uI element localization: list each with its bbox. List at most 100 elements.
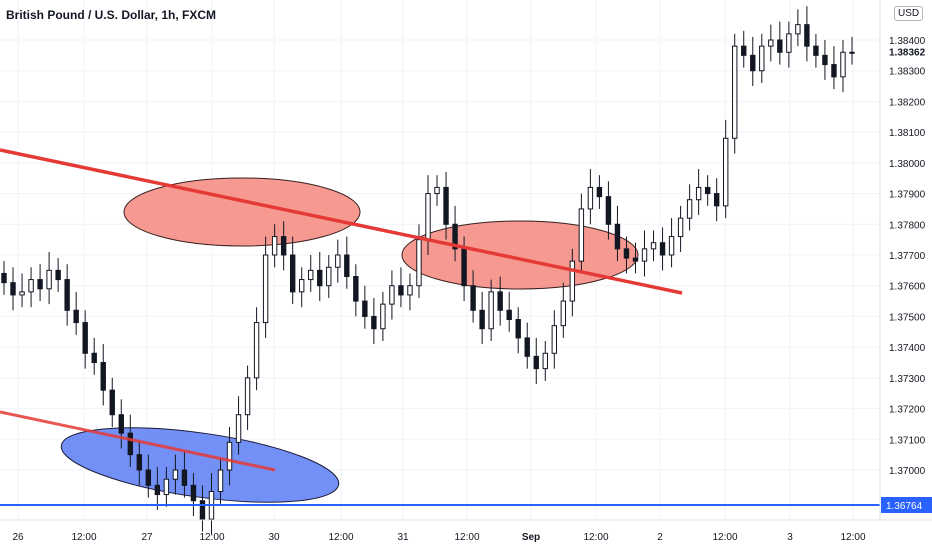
candle-body: [163, 478, 170, 496]
price-tick-label: 1.38200: [889, 97, 926, 108]
candle-body: [37, 279, 43, 290]
candle-body: [551, 325, 557, 354]
candle-body: [587, 186, 594, 210]
candle-body: [533, 355, 539, 370]
descending-trendline[interactable]: [0, 148, 683, 295]
price-axis-bg: [880, 0, 932, 550]
candle-body: [380, 303, 386, 330]
candle-body: [172, 469, 179, 480]
candle-body: [686, 199, 693, 219]
candle-body: [289, 254, 296, 293]
time-tick-label: 2: [657, 532, 663, 543]
support-trendline[interactable]: [0, 410, 276, 472]
price-tick-label: 1.38300: [889, 67, 926, 78]
price-tick-label: 1.37300: [889, 374, 926, 385]
candle-body: [118, 414, 124, 434]
trendline-layer: [0, 148, 880, 506]
time-tick-label: 31: [397, 532, 409, 543]
candle-body: [199, 500, 206, 520]
price-tick-label: 1.38100: [889, 128, 926, 139]
candle-body: [443, 186, 449, 225]
price-tick-label: 1.37700: [889, 251, 926, 262]
candle-body: [677, 217, 684, 238]
candle-body: [804, 24, 810, 47]
candle-body: [371, 315, 377, 330]
candle-body: [795, 24, 801, 35]
candle-body: [326, 266, 332, 287]
time-tick-label: 3: [787, 532, 793, 543]
price-tick-label: 1.38400: [889, 36, 926, 47]
price-tick-label: 1.38000: [889, 159, 926, 170]
candle-body: [741, 45, 747, 56]
candle-body: [1, 272, 7, 284]
candle-body: [73, 309, 79, 324]
time-tick-label: 30: [268, 532, 280, 543]
candle-body: [425, 193, 431, 241]
candle-body: [317, 269, 323, 287]
candle-body: [560, 300, 567, 327]
candle-body: [650, 242, 657, 250]
resistance-ellipse-1[interactable]: [123, 177, 361, 247]
candle-body: [46, 269, 52, 290]
price-tick-label: 1.37900: [889, 190, 926, 201]
candle-body: [91, 352, 97, 363]
candle-body: [407, 285, 413, 296]
candle-body: [82, 322, 88, 354]
candle-body: [813, 45, 819, 56]
candle-body: [136, 454, 143, 471]
time-tick-label: Sep: [522, 532, 540, 543]
candle-body: [389, 285, 395, 305]
candle-body: [614, 223, 621, 250]
candle-body: [109, 389, 115, 416]
candle-body: [849, 51, 855, 54]
chart-title: British Pound / U.S. Dollar, 1h, FXCM: [6, 8, 217, 22]
candle-body: [353, 276, 359, 302]
candle-body: [262, 254, 269, 324]
resistance-ellipse-2[interactable]: [401, 220, 639, 290]
time-tick-label: 26: [12, 532, 24, 543]
current-price-label: 1.38362: [889, 48, 926, 59]
candle-body: [10, 282, 16, 296]
candle-body: [668, 236, 675, 256]
current-price-badge: [881, 44, 932, 59]
candle-body: [623, 248, 630, 259]
candle-body: [768, 39, 774, 47]
candle-body: [434, 186, 440, 195]
candle-body: [659, 242, 666, 256]
currency-badge[interactable]: USD: [894, 6, 924, 21]
candle-body: [271, 236, 278, 256]
candle-body: [470, 285, 476, 311]
candle-body: [695, 186, 702, 201]
candle-body: [641, 248, 648, 262]
candle-body: [605, 196, 612, 225]
candle-body: [515, 319, 521, 339]
candle-body: [750, 54, 756, 72]
time-tick-label: 12:00: [199, 532, 224, 543]
candle-body: [55, 269, 61, 281]
time-tick-label: 12:00: [328, 532, 353, 543]
candle-body: [181, 469, 188, 486]
candle-body: [190, 484, 197, 502]
candle-body: [308, 269, 314, 281]
candle-body: [479, 309, 485, 330]
time-tick-label: 12:00: [71, 532, 96, 543]
time-axis[interactable]: 26 12:00 27 12:00 30 12:00 31 12:00 Sep 12:00 2 12:…: [0, 519, 932, 543]
price-tick-label: 1.37800: [889, 220, 926, 231]
candle-body: [217, 469, 224, 492]
price-tick-label: 1.37200: [889, 405, 926, 416]
candle-body: [398, 285, 404, 296]
candle-body: [759, 45, 765, 72]
candle-body: [542, 352, 548, 370]
candle-body: [524, 337, 530, 357]
candle-body: [226, 441, 233, 471]
candle-body: [704, 186, 711, 195]
price-tick-label: 1.37400: [889, 343, 926, 354]
candle-body: [786, 33, 792, 53]
price-axis[interactable]: 1.37000 1.37100 1.37200 1.37300 1.37400 1.375…: [879, 0, 932, 550]
horizontal-level-badge: [881, 497, 932, 513]
candle-body: [100, 362, 106, 391]
candle-body: [632, 257, 639, 262]
candle-body: [840, 51, 846, 78]
candle-body: [497, 291, 503, 311]
